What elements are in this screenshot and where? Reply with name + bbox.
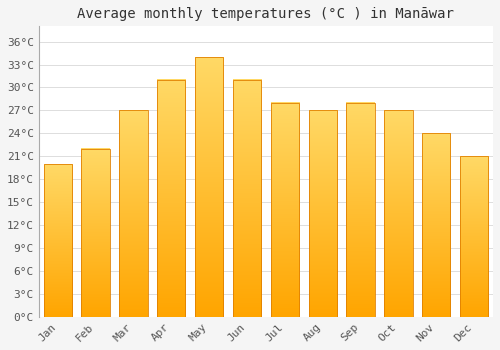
Bar [119, 110, 148, 317]
Bar [270, 103, 299, 317]
Bar [460, 156, 488, 317]
Bar [157, 80, 186, 317]
Bar [82, 149, 110, 317]
Title: Average monthly temperatures (°C ) in Manāwar: Average monthly temperatures (°C ) in Ma… [78, 7, 454, 21]
Bar [233, 80, 261, 317]
Bar [44, 164, 72, 317]
Bar [346, 103, 375, 317]
Bar [195, 57, 224, 317]
Bar [422, 133, 450, 317]
Bar [384, 110, 412, 317]
Bar [308, 110, 337, 317]
